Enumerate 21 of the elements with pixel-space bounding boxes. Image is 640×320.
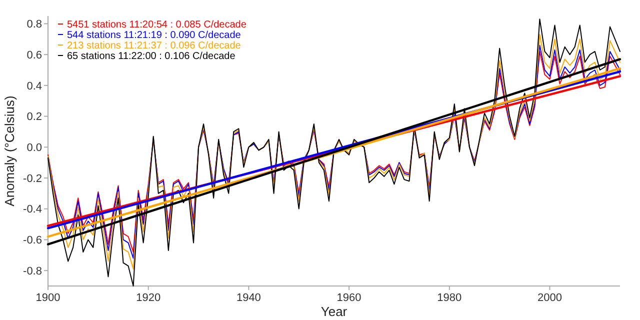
y-tick-label: 0.0 (26, 142, 42, 154)
x-tick-label: 1980 (437, 292, 462, 304)
x-tick-label: 1920 (136, 292, 161, 304)
y-tick-label: 0.4 (26, 80, 42, 92)
y-tick-label: 0.6 (26, 49, 42, 62)
x-axis-title: Year (320, 304, 348, 319)
y-tick-label: 0.8 (26, 18, 42, 31)
legend-label: 213 stations 11:21:37 : 0.096 C/decade (67, 40, 242, 52)
y-tick-label: 0.2 (26, 111, 42, 124)
x-tick-label: 1940 (236, 292, 261, 304)
legend-label: 544 stations 11:21:19 : 0.090 C/decade (67, 30, 242, 41)
x-tick-label: 2000 (538, 292, 562, 304)
y-tick-label: -0.8 (23, 265, 42, 278)
x-tick-label: 1960 (336, 292, 362, 304)
x-tick-label: 1900 (36, 292, 60, 304)
legend-label: 65 stations 11:22:00 : 0.106 C/decade (67, 51, 236, 62)
legend-label: 5451 stations 11:20:54 : 0.085 C/decade (67, 20, 247, 30)
y-axis-title: Anomaly (°Celsius) (2, 96, 17, 206)
y-tick-label: -0.6 (23, 234, 42, 247)
y-tick-label: -0.2 (23, 172, 42, 185)
y-tick-label: -0.4 (23, 204, 42, 216)
